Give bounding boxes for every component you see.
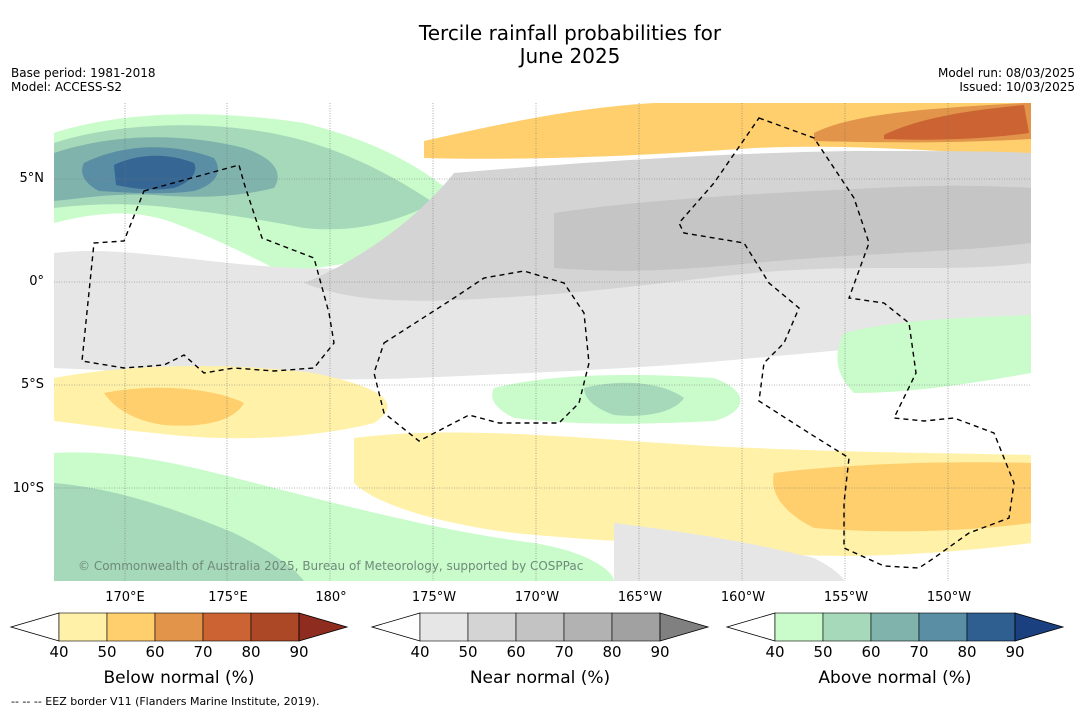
region-below-south-mid bbox=[773, 462, 1031, 532]
region-above-east bbox=[837, 315, 1031, 393]
cb3-segment-4 bbox=[966, 612, 1016, 642]
title-line1: Tercile rainfall probabilities for bbox=[418, 21, 722, 45]
lon-label-170w: 170°W bbox=[514, 590, 560, 605]
model-name: Model: ACCESS-S2 bbox=[11, 80, 123, 94]
eez-borders bbox=[81, 117, 1015, 569]
cb1-tick-80: 80 bbox=[241, 643, 261, 661]
lon-label-150w: 150°W bbox=[926, 590, 972, 605]
lon-label-175w: 175°W bbox=[411, 590, 457, 605]
cb1-segment-2 bbox=[154, 612, 204, 642]
cb1-label: Below normal (%) bbox=[103, 668, 255, 688]
cb2-arrow-right bbox=[659, 612, 710, 642]
cb1-segment-1 bbox=[106, 612, 156, 642]
base-period: Base period: 1981-2018 bbox=[11, 66, 156, 80]
cb3-tick-70: 70 bbox=[909, 643, 929, 661]
cb2-tick-90: 90 bbox=[650, 643, 670, 661]
cb1-tick-70: 70 bbox=[193, 643, 213, 661]
lat-label-0: 0° bbox=[29, 274, 44, 289]
meta-left: Base period: 1981-2018 Model: ACCESS-S2 bbox=[11, 66, 156, 94]
cb3-arrow-left bbox=[725, 612, 776, 642]
cb2-segment-4 bbox=[611, 612, 661, 642]
cb1-tick-50: 50 bbox=[97, 643, 117, 661]
meta-right: Model run: 08/03/2025 Issued: 10/03/2025 bbox=[938, 66, 1075, 94]
lon-label-170e: 170°E bbox=[105, 590, 145, 605]
region-above-central-mid bbox=[584, 382, 684, 416]
lon-label-165w: 165°W bbox=[617, 590, 663, 605]
colorbars bbox=[9, 612, 1065, 642]
cb1-segment-3 bbox=[202, 612, 252, 642]
cb1-tick-60: 60 bbox=[145, 643, 165, 661]
footer-note: -- -- -- EEZ border V11 (Flanders Marine… bbox=[11, 695, 320, 708]
lon-label-160w: 160°W bbox=[720, 590, 766, 605]
title-line2: June 2025 bbox=[519, 44, 621, 68]
lat-label-5s: 5°S bbox=[20, 377, 44, 392]
region-above-sw-mid bbox=[54, 483, 304, 581]
cb2-tick-50: 50 bbox=[458, 643, 478, 661]
cb2-tick-80: 80 bbox=[602, 643, 622, 661]
cb3-segment-2 bbox=[870, 612, 920, 642]
lat-label-10s: 10°S bbox=[12, 481, 44, 496]
region-below-west-mid bbox=[104, 387, 244, 426]
map-grid bbox=[54, 103, 1031, 581]
cb2-tick-40: 40 bbox=[410, 643, 430, 661]
cb1-arrow-left bbox=[9, 612, 60, 642]
issued-date: Issued: 10/03/2025 bbox=[959, 80, 1075, 94]
cb3-tick-80: 80 bbox=[957, 643, 977, 661]
cb3-label: Above normal (%) bbox=[818, 668, 972, 688]
region-above-nw-peak bbox=[114, 155, 196, 190]
cb3-arrow-right bbox=[1014, 612, 1065, 642]
cb1-arrow-right bbox=[298, 612, 349, 642]
lat-label-5n: 5°N bbox=[19, 171, 45, 186]
cb2-arrow-left bbox=[370, 612, 421, 642]
cb1-segment-4 bbox=[250, 612, 300, 642]
cb1-segment-0 bbox=[58, 612, 108, 642]
region-near-south bbox=[614, 523, 844, 581]
cb3-segment-3 bbox=[918, 612, 968, 642]
cb3-segment-1 bbox=[822, 612, 872, 642]
region-below-north-stronger bbox=[884, 105, 1029, 140]
lon-label-180: 180° bbox=[315, 590, 347, 605]
cb1-tick-90: 90 bbox=[289, 643, 309, 661]
cb2-segment-1 bbox=[467, 612, 517, 642]
cb2-tick-70: 70 bbox=[554, 643, 574, 661]
cb3-tick-40: 40 bbox=[765, 643, 785, 661]
cb3-tick-60: 60 bbox=[861, 643, 881, 661]
cb2-segment-3 bbox=[563, 612, 613, 642]
model-run: Model run: 08/03/2025 bbox=[937, 66, 1075, 80]
copyright-notice: © Commonwealth of Australia 2025, Bureau… bbox=[78, 559, 584, 573]
cb2-tick-60: 60 bbox=[506, 643, 526, 661]
cb3-segment-0 bbox=[774, 612, 824, 642]
cb3-tick-90: 90 bbox=[1005, 643, 1025, 661]
cb2-label: Near normal (%) bbox=[469, 668, 611, 688]
cb2-segment-0 bbox=[419, 612, 469, 642]
lon-label-155w: 155°W bbox=[823, 590, 869, 605]
region-near-band-core bbox=[554, 185, 1031, 271]
cb1-tick-40: 40 bbox=[49, 643, 69, 661]
cb2-segment-2 bbox=[515, 612, 565, 642]
lon-label-175e: 175°E bbox=[208, 590, 248, 605]
cb3-tick-50: 50 bbox=[813, 643, 833, 661]
probability-map bbox=[54, 103, 1031, 581]
map-title: Tercile rainfall probabilities for June … bbox=[0, 22, 1085, 68]
